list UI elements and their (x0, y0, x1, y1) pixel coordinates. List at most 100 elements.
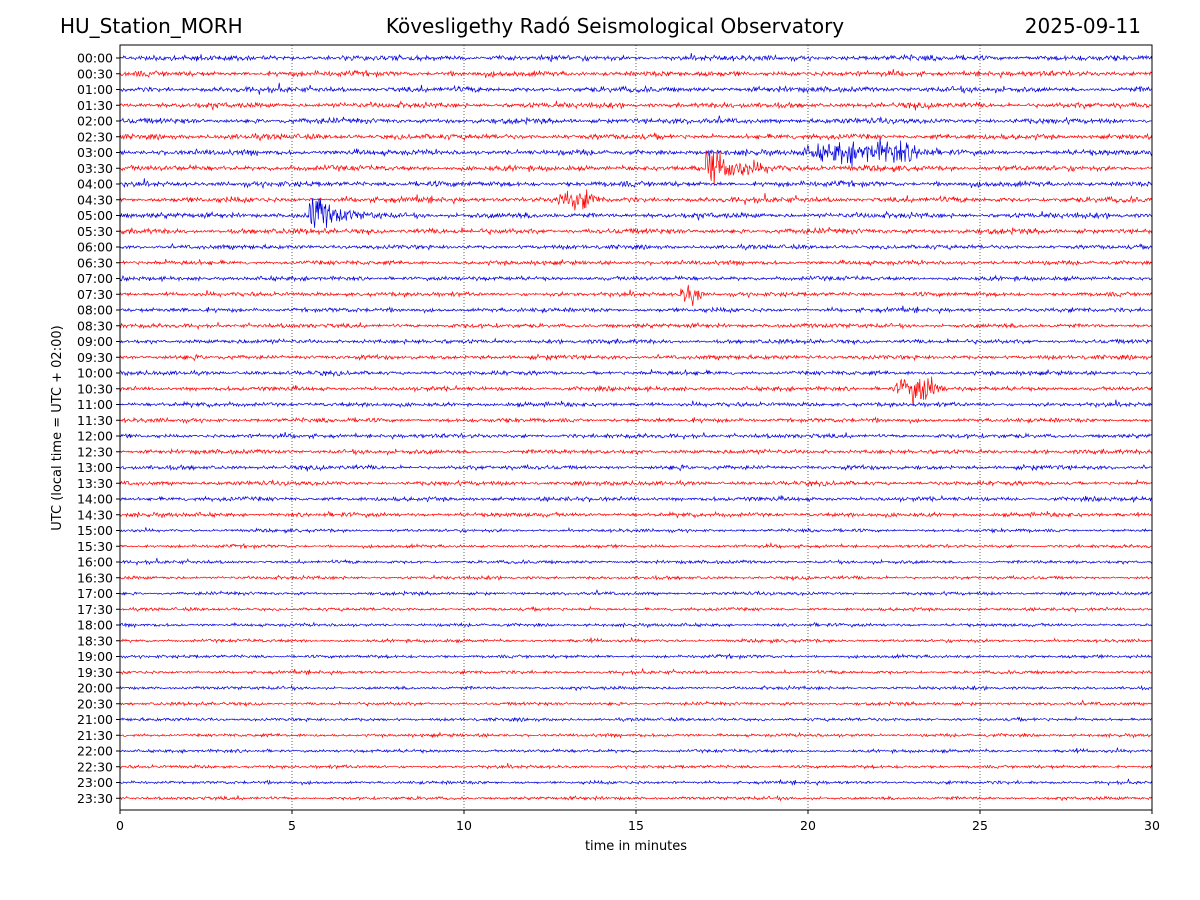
trace-row (119, 574, 1153, 581)
y-tick-label: 16:30 (77, 570, 113, 585)
seismic-traces (119, 52, 1153, 802)
y-tick-label: 06:00 (77, 240, 113, 255)
trace-row (119, 747, 1153, 755)
y-tick-label: 13:00 (77, 460, 113, 475)
trace-row (119, 150, 1153, 186)
x-axis-ticks: 0 5 10 15 20 25 30 (116, 810, 1160, 833)
trace-row (119, 621, 1153, 629)
trace-row (119, 353, 1153, 362)
chart-title: Kövesligethy Radó Seismological Observat… (385, 14, 845, 38)
trace-row (119, 605, 1153, 613)
x-tick-label: 20 (800, 818, 816, 833)
y-tick-label: 15:00 (77, 523, 113, 538)
trace-row (119, 376, 1153, 407)
y-tick-label: 00:30 (77, 66, 113, 81)
trace-row (119, 68, 1153, 79)
y-tick-label: 09:30 (77, 350, 113, 365)
x-tick-label: 30 (1144, 818, 1160, 833)
y-tick-label: 10:30 (77, 381, 113, 396)
trace-row (119, 226, 1153, 236)
y-tick-label: 22:30 (77, 759, 113, 774)
x-tick-label: 25 (972, 818, 988, 833)
trace-row (119, 526, 1153, 534)
y-tick-label: 09:00 (77, 334, 113, 349)
y-tick-label: 03:30 (77, 161, 113, 176)
x-tick-label: 5 (288, 818, 296, 833)
trace-row (119, 637, 1153, 645)
trace-row (119, 399, 1153, 409)
y-tick-label: 23:00 (77, 775, 113, 790)
trace-row (119, 284, 1153, 306)
y-tick-label: 23:30 (77, 791, 113, 806)
y-tick-label: 19:00 (77, 649, 113, 664)
y-tick-label: 04:00 (77, 177, 113, 192)
y-tick-label: 02:00 (77, 114, 113, 129)
trace-row (119, 557, 1153, 567)
trace-row (119, 198, 1153, 228)
trace-row (119, 321, 1153, 331)
y-tick-label: 07:30 (77, 287, 113, 302)
y-tick-label: 05:30 (77, 224, 113, 239)
x-tick-label: 15 (628, 818, 644, 833)
y-tick-label: 17:30 (77, 602, 113, 617)
trace-row (119, 416, 1153, 425)
trace-row (119, 653, 1153, 661)
trace-row (119, 178, 1153, 190)
y-tick-label: 21:00 (77, 712, 113, 727)
station-name: HU_Station_MORH (60, 14, 243, 38)
y-tick-label: 14:30 (77, 507, 113, 522)
y-tick-label: 08:30 (77, 318, 113, 333)
trace-row (119, 337, 1153, 346)
trace-row (119, 258, 1153, 267)
trace-row (119, 715, 1153, 723)
trace-row (119, 305, 1153, 315)
y-tick-label: 04:30 (77, 192, 113, 207)
y-tick-label: 15:30 (77, 539, 113, 554)
trace-row (119, 684, 1153, 692)
y-tick-label: 13:30 (77, 476, 113, 491)
y-axis-label: UTC (local time = UTC + 02:00) (50, 325, 65, 530)
trace-row (119, 138, 1153, 168)
trace-row (119, 463, 1153, 472)
y-tick-label: 19:30 (77, 665, 113, 680)
y-tick-label: 18:30 (77, 633, 113, 648)
y-tick-label: 22:00 (77, 744, 113, 759)
trace-row (119, 668, 1152, 677)
trace-row (119, 431, 1153, 440)
y-tick-label: 01:00 (77, 82, 113, 97)
x-axis-label: time in minutes (585, 839, 687, 854)
trace-row (119, 731, 1153, 739)
y-tick-label: 11:00 (77, 397, 113, 412)
trace-row (119, 541, 1153, 550)
grid-lines (291, 45, 981, 810)
trace-row (119, 368, 1153, 378)
y-tick-label: 03:00 (77, 145, 113, 160)
trace-row (119, 274, 1153, 283)
y-tick-label: 20:00 (77, 681, 113, 696)
chart-date: 2025-09-11 (1024, 14, 1141, 38)
trace-row (119, 794, 1153, 802)
y-tick-label: 05:00 (77, 208, 113, 223)
trace-row (119, 448, 1153, 456)
trace-row (119, 589, 1153, 597)
y-tick-label: 01:30 (77, 98, 113, 113)
trace-row (119, 778, 1153, 787)
y-tick-label: 16:00 (77, 555, 113, 570)
y-tick-label: 21:30 (77, 728, 113, 743)
trace-row (119, 242, 1153, 251)
y-tick-label: 00:00 (77, 51, 113, 66)
trace-row (119, 115, 1153, 126)
trace-row (119, 189, 1153, 211)
trace-row (119, 699, 1153, 707)
y-tick-label: 07:00 (77, 271, 113, 286)
trace-row (119, 479, 1153, 488)
trace-row (119, 82, 1153, 95)
y-tick-label: 12:00 (77, 429, 113, 444)
y-tick-label: 12:30 (77, 444, 113, 459)
x-tick-label: 10 (456, 818, 472, 833)
trace-row (119, 763, 1153, 770)
y-tick-label: 11:30 (77, 413, 113, 428)
x-tick-label: 0 (116, 818, 124, 833)
trace-row (119, 52, 1153, 63)
